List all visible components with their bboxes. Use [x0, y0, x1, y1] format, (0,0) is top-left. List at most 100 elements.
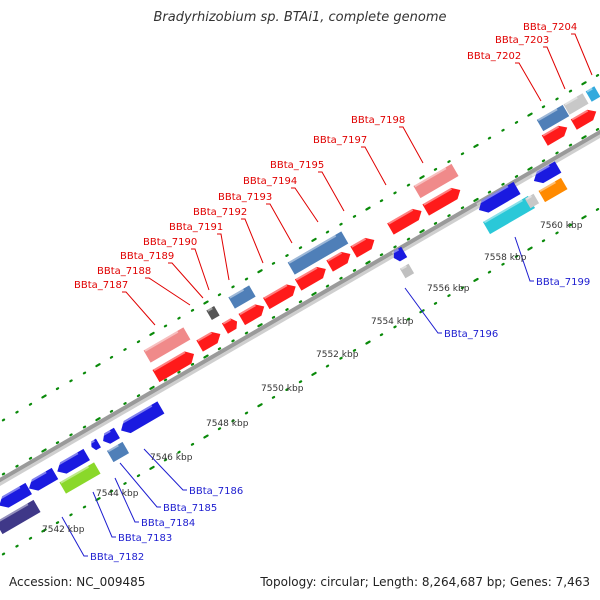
reverse-gene-7-body [393, 246, 408, 262]
leader-line-top-8 [291, 187, 319, 223]
outer-gene-3-body [228, 285, 256, 309]
forward-gene-7-body [326, 251, 351, 272]
tick-mark-major [95, 497, 101, 502]
forward-gene-10 [422, 187, 461, 216]
tick-mark-minor [298, 300, 303, 304]
reverse-gene-2-body [29, 467, 59, 491]
gene-label-bbta-7204: BBta_7204 [523, 22, 577, 33]
outer-gene-6-body [536, 104, 570, 132]
tick-mark-minor [190, 308, 195, 312]
tick-mark-minor [447, 160, 451, 164]
tick-mark-minor [514, 254, 519, 258]
forward-gene-11 [541, 125, 568, 146]
tick-mark-minor [28, 536, 33, 540]
forward-gene-1-body [152, 351, 195, 383]
tick-mark-minor [231, 285, 235, 289]
leader-line-top-5 [217, 233, 230, 281]
tick-mark-major [311, 237, 317, 242]
tick-mark-minor [217, 347, 222, 351]
leader-line-bottom-4 [119, 462, 161, 508]
tick-mark-minor [82, 505, 87, 509]
tick-mark-minor [501, 262, 505, 266]
tick-mark-minor [190, 362, 195, 366]
leader-line-top-13 [543, 46, 566, 90]
outer-gene-3 [228, 285, 256, 309]
tick-mark-minor [271, 315, 276, 319]
forward-gene-1-highlight [153, 351, 186, 372]
genes [0, 86, 600, 535]
forward-gene-9-highlight [388, 208, 414, 225]
tick-mark-major [41, 394, 47, 399]
gene-label-bbta-7194: BBta_7194 [243, 176, 297, 187]
coordinate-label-5: 7550 kbp [261, 384, 304, 394]
gene-label-bbta-7197: BBta_7197 [313, 135, 367, 146]
forward-gene-3-highlight [222, 318, 232, 325]
tick-mark-major [149, 331, 155, 336]
outer-gene-3-highlight [229, 288, 245, 299]
tick-mark-major [257, 323, 263, 328]
forward-gene-12-body [570, 109, 597, 130]
tick-mark-minor [568, 223, 573, 227]
tick-mark-minor [109, 489, 114, 493]
tick-mark-major [95, 417, 101, 422]
tick-mark-major [473, 197, 479, 202]
tick-mark-minor [460, 206, 465, 210]
reverse-gene-9-body [533, 161, 562, 184]
forward-gene-4-highlight [239, 304, 256, 316]
coordinate-label-10: 7560 kbp [540, 221, 583, 231]
gene-label-bbta-7183: BBta_7183 [118, 533, 172, 544]
reverse-gene-3-body [57, 448, 90, 474]
tick-mark-minor [487, 190, 492, 194]
lower-gene-5-body [482, 195, 536, 235]
forward-gene-7-highlight [327, 251, 343, 262]
tick-mark-minor [177, 316, 181, 320]
outer-gene-2-highlight [207, 307, 213, 312]
leader-line-top-9 [318, 171, 345, 212]
outer-gene-8-highlight [586, 87, 593, 93]
outer-gene-2-body [206, 305, 220, 321]
reverse-gene-5-highlight [100, 430, 111, 438]
lower-gene-4 [399, 263, 415, 279]
lower-gene-4-body [399, 263, 415, 279]
tick-mark-major [41, 528, 47, 533]
outer-gene-5-body [413, 163, 459, 199]
outer-gene-7-highlight [564, 96, 578, 106]
tick-mark-minor [460, 152, 465, 156]
lower-gene-7-highlight [539, 181, 556, 193]
lower-gene-5-highlight [483, 199, 523, 224]
reverse-gene-5 [100, 427, 120, 444]
tick-mark-minor [231, 339, 235, 343]
reverse-gene-6 [118, 401, 165, 434]
tick-mark-minor [28, 456, 33, 460]
tick-mark-minor [15, 410, 19, 414]
reverse-gene-1-body [0, 482, 32, 508]
reverse-gene-4-highlight [89, 439, 95, 444]
leader-line-bottom-3 [114, 477, 139, 523]
tick-mark-minor [1, 418, 6, 422]
tick-mark-minor [595, 128, 600, 131]
tick-mark-minor [379, 333, 384, 337]
lower-gene-6-highlight [525, 195, 532, 200]
tick-mark-minor [352, 214, 357, 218]
tick-mark-minor [352, 268, 357, 272]
lower-gene-1-body [0, 499, 41, 535]
tick-mark-minor [163, 324, 168, 328]
outer-gene-1-body [143, 327, 191, 363]
gene-label-bbta-7190: BBta_7190 [143, 237, 197, 248]
tick-mark-minor [190, 442, 195, 446]
reverse-gene-5-body [103, 427, 120, 444]
gene-label-bbta-7182: BBta_7182 [90, 552, 144, 563]
outer-gene-1 [143, 327, 191, 363]
tick-mark-minor [298, 246, 303, 250]
lower-gene-6 [524, 193, 540, 209]
tick-mark-major [473, 277, 479, 282]
tick-mark-major [149, 465, 155, 470]
leader-line-top-2 [145, 277, 191, 306]
tick-mark-minor [55, 521, 60, 525]
tick-mark-minor [69, 433, 73, 437]
leader-line-bottom-5 [143, 448, 187, 491]
coordinate-label-9: 7558 kbp [484, 253, 527, 263]
outer-gene-2 [206, 305, 220, 321]
tick-mark-minor [271, 261, 276, 265]
